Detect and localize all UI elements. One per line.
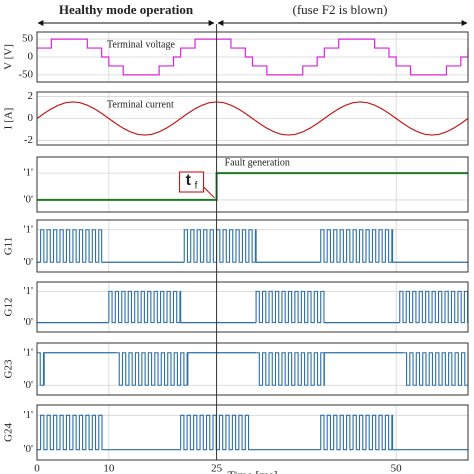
y-axis-label: G23 (3, 359, 15, 378)
pulse-burst (320, 229, 394, 263)
y-tick-label: '0' (24, 379, 33, 391)
pulse-burst (399, 290, 469, 324)
header-right: (fuse F2 is blown) (293, 2, 388, 17)
panel-annotation: Terminal voltage (107, 39, 175, 50)
x-tick-label: 10 (103, 463, 115, 474)
y-tick-label: '1' (24, 223, 33, 235)
panel-frame (36, 219, 469, 273)
y-tick-label: -2 (24, 134, 33, 146)
panel-frame (36, 404, 469, 461)
fault-signal (37, 172, 468, 201)
panel-annotation: Fault generation (225, 157, 290, 168)
y-tick-label: '0' (24, 256, 33, 268)
panel-frame (36, 31, 469, 83)
y-axis-label: G12 (3, 298, 15, 317)
pulse-burst (116, 352, 189, 386)
tf-box (179, 171, 205, 193)
pulse-burst (255, 290, 325, 324)
pulse-burst (183, 229, 257, 263)
x-tick-label: 50 (391, 463, 403, 474)
pulse-burst (40, 414, 106, 451)
pulse-burst (320, 414, 394, 451)
panel-frame (36, 281, 469, 333)
y-tick-label: '1' (24, 167, 33, 179)
x-tick-label: 0 (34, 463, 40, 474)
y-tick-label: '0' (24, 193, 33, 205)
y-tick-label: '0' (24, 443, 33, 455)
y-tick-label: '0' (24, 316, 33, 328)
tf-label: t (186, 172, 192, 189)
panel-annotation: Terminal current (107, 99, 174, 110)
panel-frame (36, 156, 469, 213)
y-tick-label: '1' (24, 285, 33, 297)
y-tick-label: 50 (22, 33, 34, 45)
y-axis-label: V [V] (3, 44, 15, 70)
y-tick-label: '1' (24, 346, 33, 358)
panel-frame (36, 342, 469, 396)
tf-pointer (203, 186, 215, 199)
x-axis-label: Time [ms] (228, 468, 278, 474)
burst-gap (256, 321, 325, 325)
y-tick-label: 2 (28, 90, 34, 102)
y-tick-label: -50 (18, 68, 33, 80)
y-axis-label: G24 (3, 423, 15, 442)
y-tick-label: 0 (28, 112, 34, 124)
burst-gap (180, 448, 249, 452)
y-axis-label: I [A] (3, 108, 15, 130)
pulse-burst (180, 414, 250, 451)
header-left: Healthy mode operation (59, 2, 194, 17)
pulse-burst (256, 352, 325, 386)
y-tick-label: 0 (28, 51, 34, 63)
pulse-burst (40, 229, 103, 263)
series-line (37, 38, 469, 76)
tf-subscript: f (195, 181, 198, 192)
pulse-burst (37, 352, 45, 386)
x-tick-label: 25 (211, 463, 223, 474)
panel-frame (36, 91, 469, 146)
series-line (36, 101, 469, 136)
burst-gap (399, 321, 468, 325)
pulse-burst (403, 352, 469, 386)
y-axis-label: G11 (3, 237, 15, 256)
pulse-burst (108, 290, 182, 324)
y-tick-label: '1' (24, 409, 33, 421)
